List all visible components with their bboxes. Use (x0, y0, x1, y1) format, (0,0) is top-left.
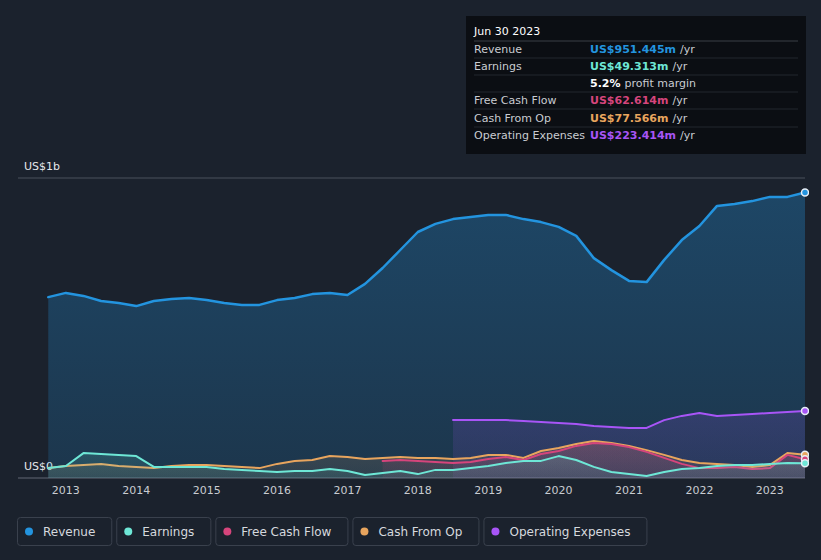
legend-item-box (117, 518, 211, 546)
tooltip-divider (474, 109, 798, 110)
series-line (453, 411, 805, 428)
tooltip-value: US$77.566m/yr (590, 112, 688, 125)
series-line (48, 193, 805, 307)
tooltip-box (466, 16, 806, 154)
data-group (48, 189, 808, 478)
tooltip-value: US$62.614m/yr (590, 94, 688, 107)
legend-swatch (124, 528, 132, 536)
tooltip-value-suffix: /yr (672, 94, 687, 107)
legend-label: Cash From Op (378, 525, 462, 539)
tooltip-value-suffix: /yr (672, 112, 687, 125)
tooltip-value-number: 5.2% (590, 77, 621, 90)
tooltip-divider (474, 58, 798, 59)
x-tick-label: 2023 (756, 484, 784, 497)
tooltip-value-number: US$62.614m (590, 94, 668, 107)
legend-swatch (25, 528, 33, 536)
x-tick-label: 2019 (474, 484, 502, 497)
legend-item-box (216, 518, 348, 546)
x-tick-label: 2014 (122, 484, 150, 497)
legend-swatch (223, 528, 231, 536)
tooltip-value: US$49.313m/yr (590, 60, 688, 73)
background (0, 0, 821, 560)
x-tick-label: 2013 (52, 484, 80, 497)
tooltip-value-number: US$223.414m (590, 129, 676, 142)
y-tick-label: US$1b (24, 160, 60, 173)
legend-label: Free Cash Flow (241, 525, 331, 539)
legend-label: Earnings (142, 525, 194, 539)
tooltip-value: US$223.414m/yr (590, 129, 695, 142)
legend-swatch (491, 528, 499, 536)
tooltip-value-number: US$951.445m (590, 43, 676, 56)
legend-item-box (18, 518, 112, 546)
tooltip-value-number: US$77.566m (590, 112, 668, 125)
chart: US$0US$1b2013201420152016201720182019202… (0, 0, 821, 560)
tooltip-divider (474, 75, 798, 76)
tooltip-label: Free Cash Flow (474, 94, 557, 107)
end-point (802, 407, 809, 414)
tooltip-value-suffix: /yr (680, 129, 695, 142)
tooltip-label: Operating Expenses (474, 129, 585, 142)
tooltip: Jun 30 2023 Revenue US$951.445m/yr Earnings… (466, 16, 806, 154)
x-tick-label: 2017 (333, 484, 361, 497)
tooltip-value-number: US$49.313m (590, 60, 668, 73)
legend: Revenue Earnings Free Cash Flow Cash From O… (18, 518, 647, 546)
x-tick-label: 2018 (404, 484, 432, 497)
end-point (802, 460, 809, 467)
legend-swatch (360, 528, 368, 536)
x-tick-label: 2022 (685, 484, 713, 497)
tooltip-value-suffix: /yr (672, 60, 687, 73)
x-tick-label: 2021 (615, 484, 643, 497)
end-point (802, 189, 809, 196)
x-tick-label: 2020 (545, 484, 573, 497)
tooltip-value: 5.2% profit margin (590, 77, 696, 90)
legend-item-box (484, 518, 647, 546)
series-area (48, 453, 805, 478)
tooltip-divider (474, 92, 798, 93)
legend-label: Revenue (43, 525, 95, 539)
tooltip-divider (474, 41, 798, 42)
legend-item-box (353, 518, 479, 546)
grid-line (18, 178, 805, 179)
tooltip-label: Earnings (474, 60, 522, 73)
tooltip-title: Jun 30 2023 (473, 25, 540, 38)
legend-label: Operating Expenses (509, 525, 630, 539)
tooltip-value-suffix: /yr (680, 43, 695, 56)
series-line (48, 453, 805, 476)
x-tick-label: 2016 (263, 484, 291, 497)
tooltip-value-suffix: profit margin (625, 77, 697, 90)
x-tick-label: 2015 (193, 484, 221, 497)
series-area (48, 441, 805, 478)
series-area (48, 193, 805, 478)
tooltip-label: Revenue (474, 43, 522, 56)
tooltip-label: Cash From Op (474, 112, 551, 125)
tooltip-value: US$951.445m/yr (590, 43, 695, 56)
tooltip-divider (474, 127, 798, 128)
